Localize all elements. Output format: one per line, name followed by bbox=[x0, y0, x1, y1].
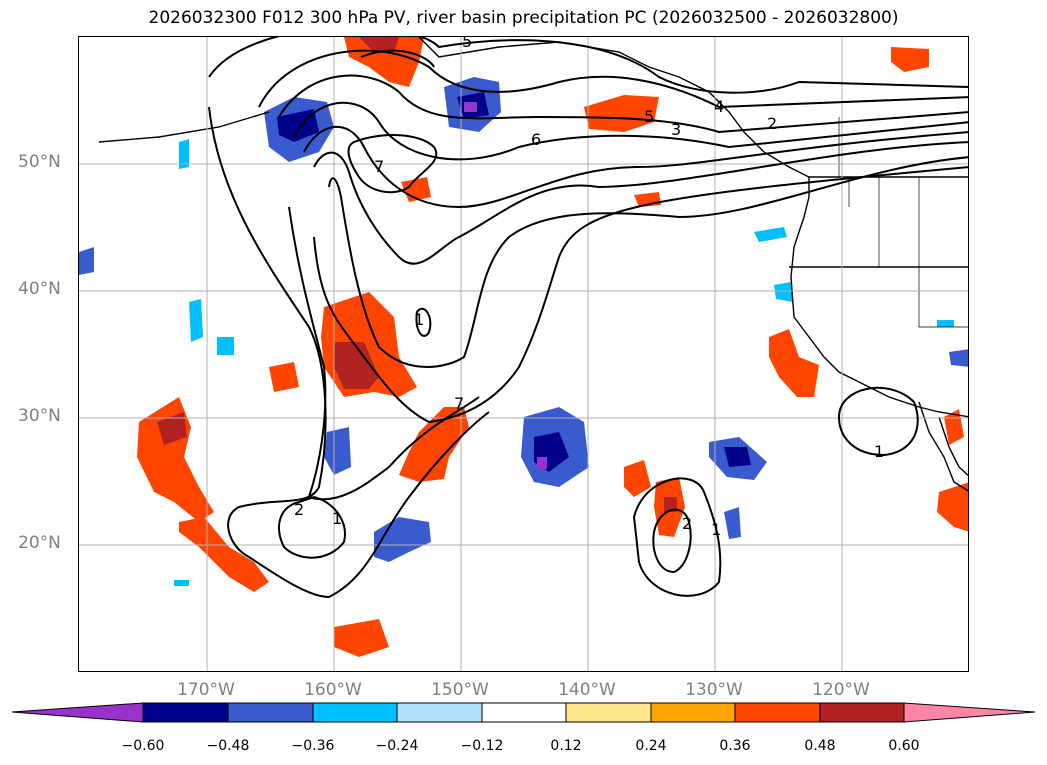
contour-label-2: 2 bbox=[767, 114, 777, 133]
colorbar-segment-4 bbox=[396, 702, 483, 723]
contour-label-3: 3 bbox=[671, 120, 681, 139]
state-borders bbox=[838, 117, 968, 328]
colorbar-segment-5 bbox=[481, 702, 567, 723]
colorbar-segment-6 bbox=[565, 702, 652, 723]
precip-positive-area bbox=[137, 37, 968, 657]
lon-label-130w: 130°W bbox=[685, 680, 743, 700]
colorbar-tick-label: −0.12 bbox=[460, 738, 504, 754]
colorbar-segment-2 bbox=[227, 702, 314, 723]
colorbar bbox=[0, 700, 1047, 760]
contour-label-6: 6 bbox=[531, 130, 541, 149]
contour-label-1-north: 1 bbox=[414, 310, 424, 329]
colorbar-segment-3 bbox=[312, 702, 398, 723]
colorbar-tick-label: 0.60 bbox=[888, 738, 920, 754]
contour-label-2-south: 2 bbox=[682, 514, 692, 533]
lon-label-120w: 120°W bbox=[812, 680, 870, 700]
lat-label-40n: 40°N bbox=[18, 279, 61, 299]
colorbar-segment-10 bbox=[903, 702, 1036, 723]
colorbar-tick-label: 0.48 bbox=[804, 738, 836, 754]
contour-label-7-mid: 7 bbox=[454, 394, 464, 413]
contour-label-4: 4 bbox=[714, 97, 724, 116]
contour-label-1-east: 1 bbox=[874, 442, 884, 461]
gridlines bbox=[79, 37, 968, 671]
colorbar-segment-0 bbox=[11, 702, 144, 723]
colorbar-svg bbox=[11, 702, 1036, 723]
lon-label-160w: 160°W bbox=[304, 680, 362, 700]
colorbar-tick-label: −0.48 bbox=[206, 738, 250, 754]
contour-label-5-top: 5 bbox=[462, 37, 472, 51]
lon-label-150w: 150°W bbox=[431, 680, 489, 700]
lon-label-140w: 140°W bbox=[558, 680, 616, 700]
contour-label-1-south: 1 bbox=[711, 520, 721, 539]
colorbar-segment-8 bbox=[734, 702, 821, 723]
pv-contours bbox=[208, 37, 968, 599]
colorbar-tick-label: −0.24 bbox=[375, 738, 419, 754]
map-panel: 7 6 5 4 3 2 1 1 2 7 1 2 1 5 bbox=[78, 36, 969, 672]
colorbar-tick-label: 0.12 bbox=[550, 738, 582, 754]
contour-label-7: 7 bbox=[374, 157, 384, 176]
colorbar-segment-1 bbox=[142, 702, 229, 723]
contour-label-1-hawaii: 1 bbox=[332, 509, 342, 528]
lat-label-20n: 20°N bbox=[18, 533, 61, 553]
contour-label-5: 5 bbox=[644, 107, 654, 126]
map-canvas: 7 6 5 4 3 2 1 1 2 7 1 2 1 5 bbox=[79, 37, 968, 671]
coastlines bbox=[98, 37, 968, 492]
colorbar-tick-label: −0.60 bbox=[121, 738, 165, 754]
lon-label-170w: 170°W bbox=[177, 680, 235, 700]
map-title: 2026032300 F012 300 hPa PV, river basin … bbox=[148, 8, 899, 28]
lat-label-30n: 30°N bbox=[18, 406, 61, 426]
colorbar-tick-label: 0.24 bbox=[635, 738, 667, 754]
contour-label-2-west: 2 bbox=[294, 500, 304, 519]
colorbar-tick-label: 0.36 bbox=[719, 738, 751, 754]
colorbar-tick-label: −0.36 bbox=[291, 738, 335, 754]
lat-label-50n: 50°N bbox=[18, 152, 61, 172]
colorbar-segment-9 bbox=[819, 702, 905, 723]
colorbar-segment-7 bbox=[650, 702, 736, 723]
